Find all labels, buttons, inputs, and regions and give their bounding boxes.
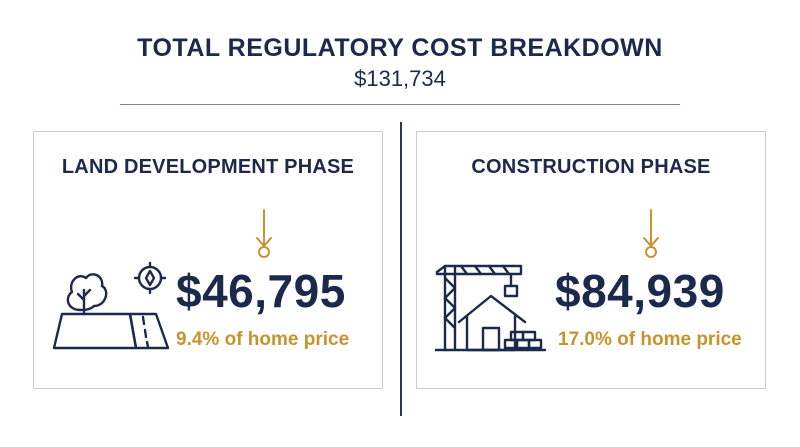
construction-title: CONSTRUCTION PHASE <box>471 156 711 178</box>
land-development-card: LAND DEVELOPMENT PHASE <box>33 131 383 389</box>
land-development-title: LAND DEVELOPMENT PHASE <box>61 156 355 178</box>
land-development-amount: $46,795 <box>176 265 346 317</box>
vertical-divider <box>400 122 402 416</box>
page-title: TOTAL REGULATORY COST BREAKDOWN <box>137 34 663 62</box>
header-rule <box>120 104 680 105</box>
construction-percent: 17.0% of home price <box>558 329 742 350</box>
total-cost: $131,734 <box>354 66 446 91</box>
construction-amount: $84,939 <box>555 265 725 317</box>
land-development-percent: 9.4% of home price <box>176 329 350 350</box>
down-arrow-icon <box>643 209 659 258</box>
land-road-tree-icon <box>52 261 170 350</box>
crane-house-icon <box>435 264 547 352</box>
down-arrow-icon <box>256 209 272 258</box>
construction-card: CONSTRUCTION PHASE <box>416 131 766 389</box>
